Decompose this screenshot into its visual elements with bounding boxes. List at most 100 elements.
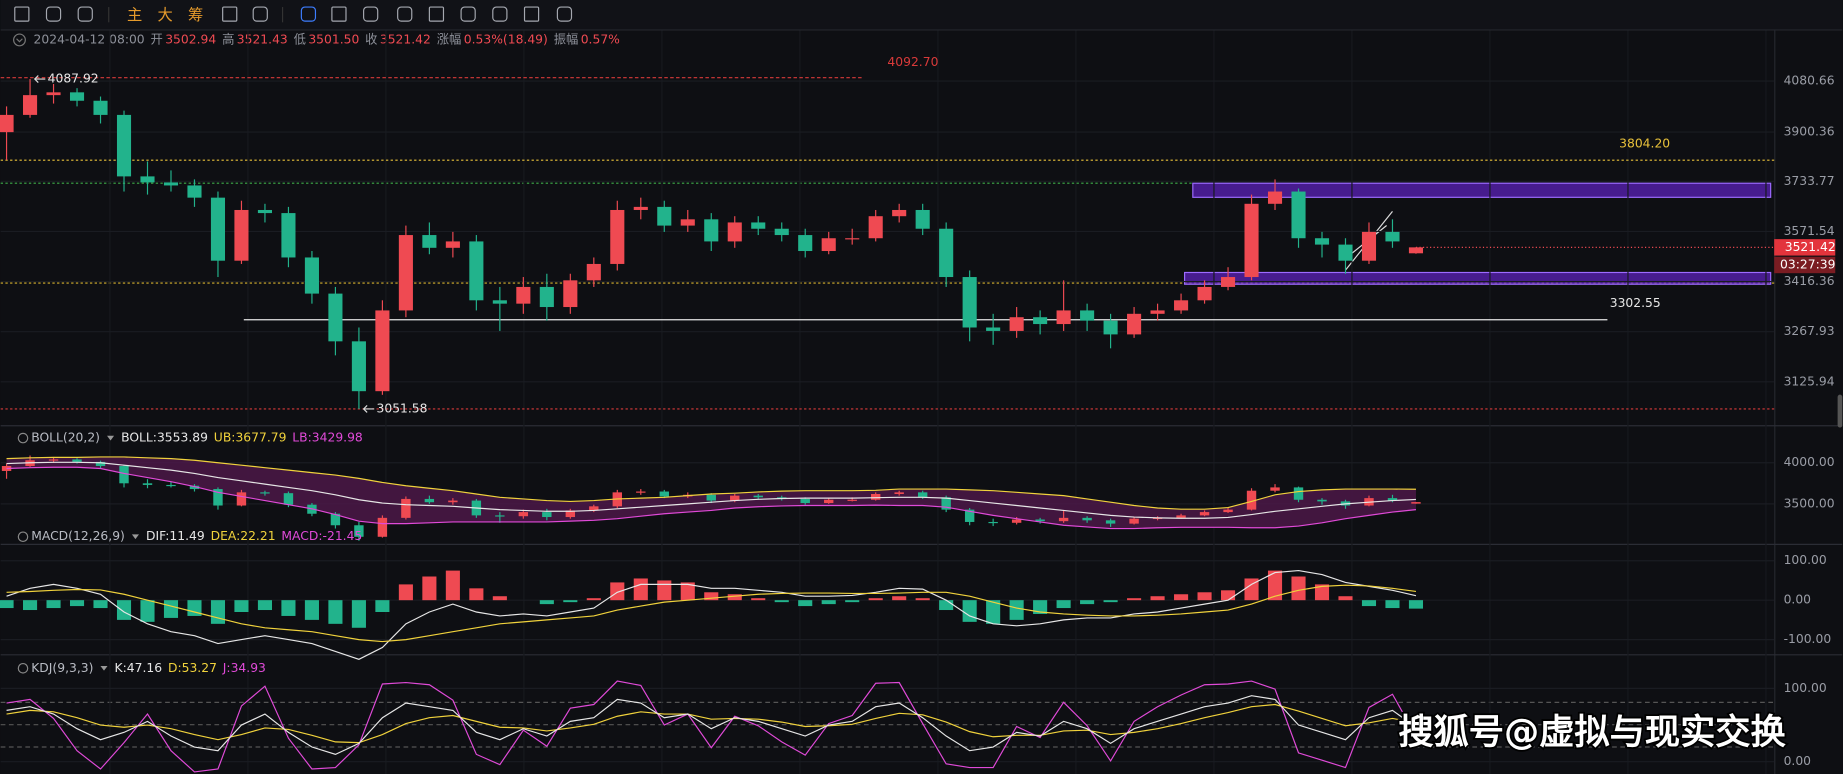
candle-body (751, 222, 766, 229)
mini-candle-body (236, 492, 247, 506)
candle-body (116, 114, 132, 177)
indicator-icon[interactable] (17, 432, 29, 444)
candle-body (657, 206, 672, 226)
candle-body (727, 222, 742, 242)
toolbar-icon[interactable] (556, 6, 573, 22)
mini-candle-body (1105, 520, 1116, 524)
mini-candle-body (824, 499, 834, 504)
candle-body (892, 209, 907, 217)
toolbar-icon[interactable] (45, 6, 62, 22)
toolbar-icon[interactable] (397, 6, 413, 22)
toolbar-icon[interactable] (222, 6, 238, 22)
mini-candle-body (941, 497, 951, 510)
k-line (6, 695, 1417, 755)
candle-body (398, 235, 413, 311)
candle-body (328, 293, 343, 342)
macd-bar (563, 600, 578, 603)
toolbar (0, 0, 1843, 30)
boll-mid (6, 461, 1416, 519)
candle-body (69, 92, 85, 101)
indicator-title[interactable]: MACD(12,26,9) (31, 529, 125, 543)
toolbar-icon[interactable] (252, 6, 268, 22)
candle-body (563, 280, 578, 308)
indicator-title[interactable]: KDJ(9,3,3) (31, 661, 93, 675)
macd-bar (751, 598, 766, 601)
y-tick-label: 100.00 (1784, 681, 1827, 695)
mini-candle-body (542, 512, 552, 518)
toolbar-icon[interactable] (14, 6, 30, 22)
toolbar-icon[interactable] (492, 6, 508, 22)
toolbar-icon[interactable] (428, 6, 445, 22)
macd-bar (657, 580, 672, 601)
mini-candle-body (800, 498, 810, 504)
candle-body (1103, 320, 1118, 335)
y-tick-label: 3571.54 (1784, 224, 1835, 238)
macd-bar (187, 600, 202, 616)
candle-body (939, 228, 954, 278)
toolbar-icon[interactable] (523, 6, 540, 22)
macd-bar (586, 598, 601, 601)
extreme-label: 3051.58 (377, 401, 428, 415)
mini-candle-body (988, 521, 998, 524)
indicator-value: MACD:-21.45 (281, 529, 362, 543)
countdown: 03:27:39 (1780, 257, 1835, 271)
toolbar-icon[interactable] (300, 6, 317, 22)
collapse-icon[interactable] (13, 33, 26, 47)
collapse-icon-chevron (16, 38, 23, 43)
candle-body (1244, 203, 1259, 278)
candle-body (915, 209, 930, 229)
mini-candle-body (894, 492, 904, 494)
toolbar-icon[interactable] (77, 6, 93, 22)
mini-candle-body (636, 491, 646, 493)
candle-body (492, 300, 507, 304)
macd-bar (93, 600, 108, 609)
macd-bar (727, 594, 742, 601)
extreme-arrow (33, 75, 46, 83)
indicator-value: DEA:22.21 (211, 529, 276, 543)
mini-candle-body (565, 510, 576, 518)
toolbar-icon[interactable] (363, 6, 379, 22)
toolbar-button[interactable]: 主 (127, 6, 142, 24)
toolbar-icon[interactable] (331, 6, 347, 22)
macd-bar (1103, 600, 1118, 603)
candle-body (351, 341, 366, 392)
last-price-box (1774, 239, 1836, 256)
price-level-label: 4092.70 (887, 55, 938, 69)
toolbar-button[interactable]: 筹 (188, 6, 203, 24)
candle-body (1033, 317, 1048, 325)
toolbar-icon[interactable] (460, 6, 476, 22)
mini-candle-body (753, 495, 763, 498)
indicator-dropdown[interactable] (107, 435, 115, 441)
toolbar-button[interactable]: 大 (157, 6, 172, 24)
macd-bar (1127, 598, 1142, 601)
candle-body (469, 241, 484, 301)
macd-bar (704, 592, 719, 601)
candle-body (845, 238, 860, 240)
candle-body (1080, 310, 1095, 321)
macd-bar (821, 600, 836, 605)
candle-body (704, 219, 719, 242)
indicator-dropdown[interactable] (100, 665, 108, 671)
candle-body (422, 235, 437, 248)
indicator-icon[interactable] (17, 531, 29, 543)
mini-candle-body (870, 493, 881, 500)
indicator-dropdown[interactable] (131, 534, 139, 540)
mini-candle-body (706, 494, 716, 501)
candle-body (774, 228, 789, 236)
candle-body (257, 209, 272, 214)
macd-bar (116, 600, 132, 620)
indicator-title[interactable]: BOLL(20,2) (31, 431, 100, 445)
candle-body (1385, 231, 1400, 242)
mini-candle-body (1035, 519, 1045, 522)
mini-candle-body (166, 484, 176, 487)
indicator-icon[interactable] (17, 663, 29, 674)
macd-bar (1197, 592, 1212, 601)
candle-body (210, 197, 226, 261)
watermark: 搜狐号@虚拟与现实交换 (1398, 712, 1786, 753)
info-label: 涨幅 (437, 31, 462, 46)
macd-bar (1314, 584, 1330, 601)
y-tick-label: 3500.00 (1784, 496, 1835, 510)
scrollbar[interactable] (1837, 394, 1843, 428)
mini-candle-body (495, 515, 505, 517)
